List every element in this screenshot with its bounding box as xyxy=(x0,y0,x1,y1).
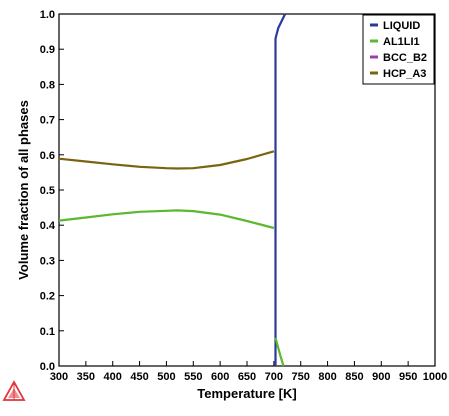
y-tick-label: 0.2 xyxy=(40,291,55,303)
series-group xyxy=(58,13,287,367)
x-axis-label: Temperature [K] xyxy=(197,386,296,401)
thermo-calc-logo-icon xyxy=(2,380,26,401)
y-tick-label: 0.6 xyxy=(40,150,55,162)
y-tick-label: 0.5 xyxy=(40,185,55,197)
x-tick-label: 950 xyxy=(399,371,417,383)
x-tick-label: 350 xyxy=(77,371,95,383)
y-tick-label: 0.9 xyxy=(40,44,55,56)
series-line-liquid xyxy=(274,13,287,366)
x-tick-label: 650 xyxy=(238,371,256,383)
y-tick-label: 0.0 xyxy=(40,361,55,373)
y-tick-label: 0.8 xyxy=(40,79,55,91)
x-tick-label: 800 xyxy=(318,371,336,383)
x-tick-label: 750 xyxy=(292,371,310,383)
x-tick-label: 700 xyxy=(265,371,283,383)
y-tick-label: 0.7 xyxy=(40,115,55,127)
series-line-al1li1 xyxy=(58,209,275,230)
y-tick-label: 1.0 xyxy=(40,9,55,21)
series-line-hcp_a3 xyxy=(58,150,275,170)
legend-label: LIQUID xyxy=(383,20,420,32)
legend-label: AL1LI1 xyxy=(383,36,420,48)
x-tick-label: 900 xyxy=(372,371,390,383)
legend: LIQUID AL1LI1 BCC_B2 HCP_A3 xyxy=(362,14,435,85)
x-tick-label: 600 xyxy=(211,371,229,383)
legend-label: HCP_A3 xyxy=(383,68,426,80)
series-line-al1li1 xyxy=(274,337,285,367)
y-tick-label: 0.4 xyxy=(40,220,56,232)
x-tick-label: 850 xyxy=(345,371,363,383)
x-tick-label: 400 xyxy=(104,371,122,383)
axis-ticks: 300 350 400 450 500 550 600 650 700 750 800 850 900 9… xyxy=(40,9,448,383)
y-tick-label: 0.3 xyxy=(40,255,55,267)
x-tick-label: 450 xyxy=(130,371,148,383)
legend-label: BCC_B2 xyxy=(383,52,427,64)
x-tick-label: 1000 xyxy=(423,371,447,383)
x-tick-label: 300 xyxy=(50,371,68,383)
y-tick-label: 0.1 xyxy=(40,326,55,338)
x-tick-label: 550 xyxy=(184,371,202,383)
y-axis-label: Volume fraction of all phases xyxy=(16,100,31,280)
x-tick-label: 500 xyxy=(157,371,175,383)
